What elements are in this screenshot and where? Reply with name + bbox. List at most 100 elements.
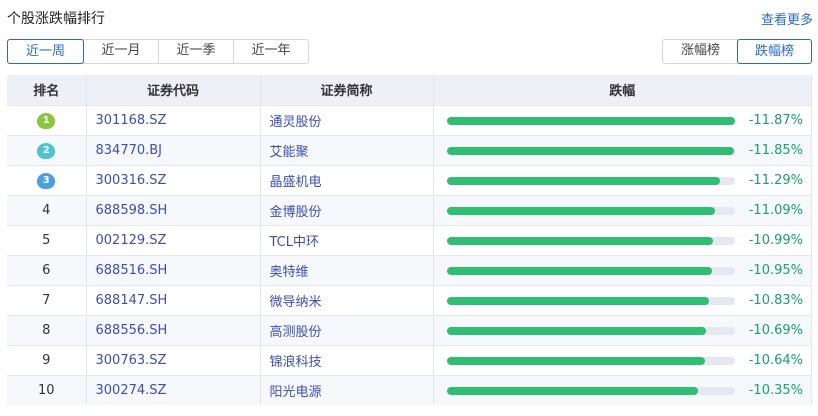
stock-name[interactable]: 微导纳米 [260, 284, 434, 315]
change-bar-track [446, 386, 735, 395]
ranking-table: 排名 证券代码 证券简称 跌幅 1 301168.SZ 通灵股份 -11.87%… [7, 75, 812, 405]
change-percent: -10.69% [748, 322, 803, 338]
change-bar-fill [446, 326, 706, 335]
change-percent: -11.09% [748, 202, 803, 218]
change-bar-track [446, 116, 735, 125]
col-code: 证券代码 [86, 75, 261, 105]
stock-code[interactable]: 300274.SZ [86, 374, 261, 405]
period-tabs: 近一周 近一月 近一季 近一年 [7, 39, 309, 64]
tab-losers[interactable]: 跌幅榜 [737, 39, 812, 64]
stock-code[interactable]: 688147.SH [86, 284, 261, 315]
change-bar-track [446, 206, 735, 215]
table-row[interactable]: 8 688556.SH 高测股份 -10.69% [7, 314, 812, 345]
stock-name[interactable]: 阳光电源 [260, 374, 434, 405]
change-bar-track [446, 236, 735, 245]
change-bar-fill [446, 266, 713, 275]
table-row[interactable]: 4 688598.SH 金博股份 -11.09% [7, 194, 812, 225]
rank-cell: 5 [7, 224, 87, 255]
rank-medal-icon: 3 [37, 172, 56, 189]
rank-cell: 7 [7, 284, 87, 315]
change-percent: -10.83% [748, 292, 803, 308]
rank-number: 10 [37, 382, 55, 398]
rank-cell: 8 [7, 314, 87, 345]
stock-code[interactable]: 300763.SZ [86, 344, 261, 375]
view-more-link[interactable]: 查看更多 [760, 13, 813, 28]
stock-name[interactable]: 晶盛机电 [260, 164, 434, 195]
change-bar-track [446, 146, 735, 155]
change-bar-fill [446, 356, 705, 365]
change-percent: -11.87% [748, 112, 803, 128]
rank-cell: 2 [7, 134, 87, 165]
col-name: 证券简称 [260, 75, 434, 105]
table-row[interactable]: 10 300274.SZ 阳光电源 -10.35% [7, 374, 812, 405]
tab-quarter[interactable]: 近一季 [158, 40, 233, 63]
change-cell: -11.09% [433, 194, 812, 225]
table-row[interactable]: 3 300316.SZ 晶盛机电 -11.29% [7, 164, 812, 195]
stock-code[interactable]: 834770.BJ [86, 134, 261, 165]
change-bar-track [446, 326, 735, 335]
table-row[interactable]: 1 301168.SZ 通灵股份 -11.87% [7, 104, 812, 135]
change-percent: -10.99% [748, 232, 803, 248]
change-cell: -10.83% [433, 284, 812, 315]
table-row[interactable]: 9 300763.SZ 锦浪科技 -10.64% [7, 344, 812, 375]
stock-name[interactable]: 通灵股份 [260, 104, 434, 135]
stock-name[interactable]: 金博股份 [260, 194, 434, 225]
stock-code[interactable]: 688598.SH [86, 194, 261, 225]
change-bar-fill [446, 236, 714, 245]
rank-cell: 4 [7, 194, 87, 225]
change-bar-fill [446, 206, 716, 215]
rank-cell: 9 [7, 344, 87, 375]
rank-number: 8 [42, 322, 51, 338]
stock-name[interactable]: 锦浪科技 [260, 344, 434, 375]
stock-code[interactable]: 301168.SZ [86, 104, 261, 135]
change-bar-track [446, 356, 735, 365]
change-percent: -11.29% [748, 172, 803, 188]
rank-cell: 1 [7, 104, 87, 135]
tab-year[interactable]: 近一年 [233, 40, 308, 63]
table-row[interactable]: 2 834770.BJ 艾能聚 -11.85% [7, 134, 812, 165]
change-percent: -10.35% [748, 382, 803, 398]
tab-gainers[interactable]: 涨幅榜 [680, 43, 720, 58]
rank-number: 9 [42, 352, 51, 368]
change-cell: -10.69% [433, 314, 812, 345]
change-percent: -11.85% [748, 142, 803, 158]
change-bar-fill [446, 176, 721, 185]
change-bar-track [446, 296, 735, 305]
tab-month[interactable]: 近一月 [83, 40, 158, 63]
change-bar-fill [446, 116, 735, 125]
rank-number: 5 [42, 232, 51, 248]
col-change: 跌幅 [433, 75, 812, 105]
stock-code[interactable]: 002129.SZ [86, 224, 261, 255]
stock-name[interactable]: 艾能聚 [260, 134, 434, 165]
stock-code[interactable]: 688516.SH [86, 254, 261, 285]
stock-code[interactable]: 300316.SZ [86, 164, 261, 195]
change-bar-fill [446, 296, 710, 305]
tab-week[interactable]: 近一周 [7, 39, 84, 64]
rank-medal-icon: 2 [37, 142, 56, 159]
rank-cell: 6 [7, 254, 87, 285]
change-cell: -10.99% [433, 224, 812, 255]
stock-name[interactable]: 高测股份 [260, 314, 434, 345]
rank-cell: 3 [7, 164, 87, 195]
change-cell: -11.87% [433, 104, 812, 135]
col-rank: 排名 [7, 75, 87, 105]
table-row[interactable]: 6 688516.SH 奥特维 -10.95% [7, 254, 812, 285]
change-cell: -10.35% [433, 374, 812, 405]
change-bar-track [446, 266, 735, 275]
change-bar-track [446, 176, 735, 185]
direction-tabs: 涨幅榜 跌幅榜 [662, 39, 812, 64]
change-cell: -10.95% [433, 254, 812, 285]
stock-name[interactable]: TCL中环 [260, 224, 434, 255]
page-title: 个股涨跌幅排行 [7, 11, 105, 27]
rank-number: 7 [42, 292, 51, 308]
table-row[interactable]: 5 002129.SZ TCL中环 -10.99% [7, 224, 812, 255]
change-cell: -11.29% [433, 164, 812, 195]
rank-number: 6 [42, 262, 51, 278]
change-percent: -10.64% [748, 352, 803, 368]
rank-number: 4 [42, 202, 51, 218]
stock-code[interactable]: 688556.SH [86, 314, 261, 345]
table-row[interactable]: 7 688147.SH 微导纳米 -10.83% [7, 284, 812, 315]
stock-name[interactable]: 奥特维 [260, 254, 434, 285]
change-percent: -10.95% [748, 262, 803, 278]
change-bar-fill [446, 146, 734, 155]
